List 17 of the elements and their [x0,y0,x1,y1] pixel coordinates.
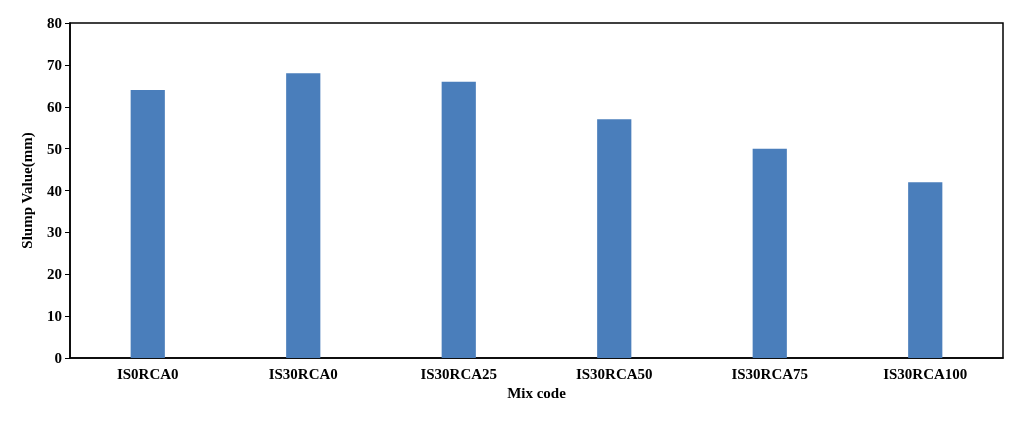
y-tick-label: 80 [47,15,62,31]
y-tick-label: 10 [47,308,62,325]
x-tick-label: IS30RCA0 [268,365,338,382]
y-axis-title: Slump Value(mm) [18,132,36,249]
x-tick-label: IS30RCA75 [731,365,809,382]
y-tick-label: 70 [47,56,62,73]
y-tick-label: 50 [47,140,62,157]
x-tick-label: IS30RCA25 [420,365,498,382]
x-tick-label: IS30RCA100 [883,365,968,382]
y-tick-label: 20 [47,266,62,283]
y-tick-label: 40 [47,182,62,199]
x-tick-label: IS0RCA0 [116,365,179,382]
y-tick-label: 0 [54,350,62,366]
x-tick-label: IS30RCA50 [575,365,653,382]
y-tick-label: 60 [47,98,62,115]
x-axis-title: Mix code [507,385,567,402]
y-tick-label: 30 [47,224,62,241]
